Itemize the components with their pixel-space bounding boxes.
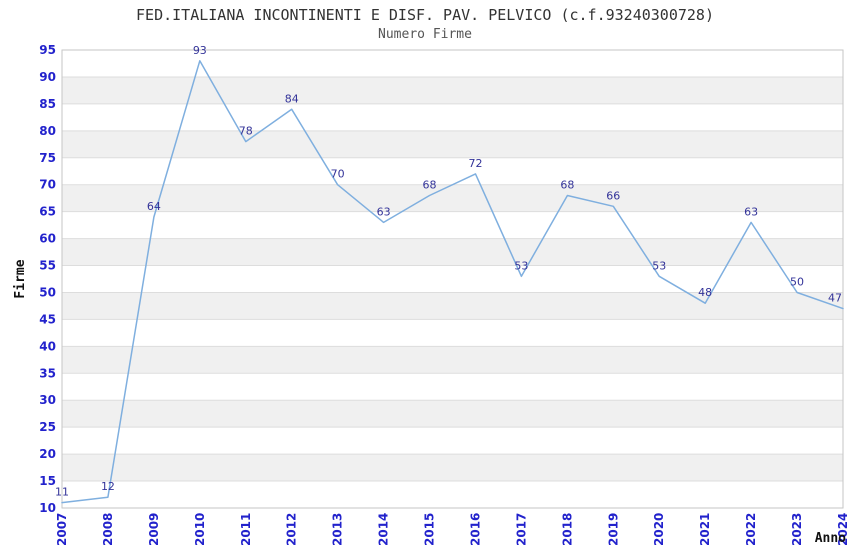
data-label: 50 — [790, 275, 804, 288]
x-tick-label: 2017 — [514, 513, 528, 546]
y-tick-label: 30 — [39, 393, 56, 407]
y-tick-label: 95 — [39, 43, 56, 57]
grid-band — [62, 50, 843, 77]
x-tick-label: 2008 — [101, 513, 115, 546]
data-label: 68 — [560, 178, 574, 191]
x-tick-label: 2018 — [560, 513, 574, 546]
y-tick-label: 25 — [39, 420, 56, 434]
x-tick-label: 2022 — [744, 513, 758, 546]
grid-band — [62, 211, 843, 239]
data-label: 48 — [698, 286, 712, 299]
data-label: 72 — [468, 157, 482, 170]
x-tick-label: 2009 — [147, 513, 161, 546]
y-tick-label: 50 — [39, 285, 56, 299]
data-label: 63 — [744, 205, 758, 218]
data-label: 11 — [55, 486, 69, 499]
grid-band — [62, 346, 843, 374]
y-tick-label: 80 — [39, 124, 56, 138]
data-label: 12 — [101, 480, 115, 493]
y-tick-label: 15 — [39, 474, 56, 488]
chart-subtitle: Numero Firme — [378, 27, 472, 42]
grid-band — [62, 373, 843, 401]
data-label: 78 — [239, 125, 253, 138]
grid-band — [62, 130, 843, 158]
x-tick-label: 2013 — [331, 513, 345, 546]
y-tick-label: 90 — [39, 70, 56, 84]
grid-band — [62, 103, 843, 131]
data-label: 66 — [606, 189, 620, 202]
y-tick-label: 40 — [39, 339, 56, 353]
grid-band — [62, 427, 843, 455]
chart-line — [61, 60, 844, 504]
y-tick-label: 70 — [39, 178, 56, 192]
grid-band — [62, 481, 843, 508]
x-tick-label: 2021 — [698, 513, 712, 546]
data-label: 53 — [652, 259, 666, 272]
x-tick-label: 2020 — [652, 513, 666, 546]
y-tick-label: 45 — [39, 312, 56, 326]
plot-border — [61, 49, 844, 509]
y-axis-title: Firme — [13, 259, 28, 298]
y-tick-label: 75 — [39, 151, 56, 165]
y-tick-label: 20 — [39, 447, 56, 461]
grid-band — [62, 76, 843, 104]
x-tick-label: 2023 — [790, 513, 804, 546]
x-tick-label: 2012 — [285, 513, 299, 546]
y-tick-label: 35 — [39, 366, 56, 380]
y-tick-label: 55 — [39, 259, 56, 273]
grid-band — [62, 454, 843, 482]
y-tick-label: 65 — [39, 205, 56, 219]
data-label: 84 — [285, 92, 299, 105]
data-label: 53 — [514, 259, 528, 272]
x-axis-title: Anno — [815, 531, 846, 546]
x-tick-label: 2010 — [193, 513, 207, 546]
grid-band — [62, 238, 843, 266]
data-label: 63 — [377, 205, 391, 218]
data-label: 47 — [828, 292, 842, 305]
data-label: 93 — [193, 44, 207, 57]
x-tick-label: 2014 — [377, 513, 391, 546]
data-label: 68 — [423, 178, 437, 191]
grid-band — [62, 400, 843, 428]
x-tick-label: 2015 — [423, 513, 437, 546]
x-tick-label: 2019 — [606, 513, 620, 546]
x-tick-label: 2007 — [55, 513, 69, 546]
x-tick-label: 2024 — [836, 513, 850, 546]
y-tick-label: 10 — [39, 501, 56, 515]
grid-band — [62, 157, 843, 185]
data-label: 70 — [331, 168, 345, 181]
chart-title: FED.ITALIANA INCONTINENTI E DISF. PAV. P… — [136, 6, 714, 24]
grid-band — [62, 292, 843, 320]
x-tick-label: 2011 — [239, 513, 253, 546]
data-label: 64 — [147, 200, 161, 213]
y-tick-label: 60 — [39, 232, 56, 246]
grid-band — [62, 184, 843, 212]
grid-band — [62, 319, 843, 347]
x-tick-label: 2016 — [468, 513, 482, 546]
y-tick-label: 85 — [39, 97, 56, 111]
grid-band — [62, 265, 843, 293]
